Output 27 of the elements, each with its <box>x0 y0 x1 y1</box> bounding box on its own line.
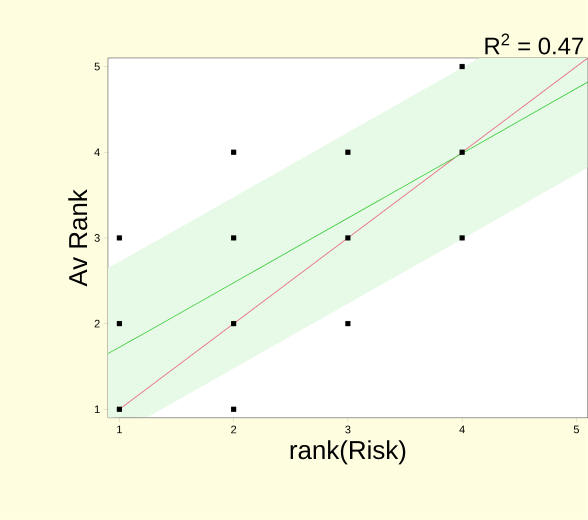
point <box>116 321 122 326</box>
point <box>345 321 350 326</box>
point <box>231 150 236 155</box>
x-tick-label: 3 <box>345 426 350 434</box>
point <box>345 150 350 155</box>
point <box>116 406 122 412</box>
x-tick-label: 5 <box>574 426 579 434</box>
point <box>345 235 350 241</box>
point <box>231 406 236 412</box>
line-series <box>108 82 588 354</box>
point <box>116 235 122 241</box>
y-axis-title: Av Rank <box>68 189 88 287</box>
y-tick-label: 4 <box>94 148 100 156</box>
point <box>231 235 236 241</box>
y-tick-label: 2 <box>94 320 100 328</box>
point <box>460 64 465 70</box>
chart-title: R$^{2}$ = 0.47 <box>485 34 584 55</box>
x-tick-label: 1 <box>117 426 122 434</box>
y-tick-label: 5 <box>94 62 100 70</box>
x-tick-label: 4 <box>459 426 465 434</box>
point <box>231 321 236 326</box>
y-tick-label: 1 <box>94 406 100 414</box>
point <box>460 150 465 155</box>
x-tick-label: 2 <box>231 426 236 434</box>
point <box>460 235 465 241</box>
x-axis-title: rank(Risk) <box>290 440 406 464</box>
y-tick-label: 3 <box>94 234 100 242</box>
